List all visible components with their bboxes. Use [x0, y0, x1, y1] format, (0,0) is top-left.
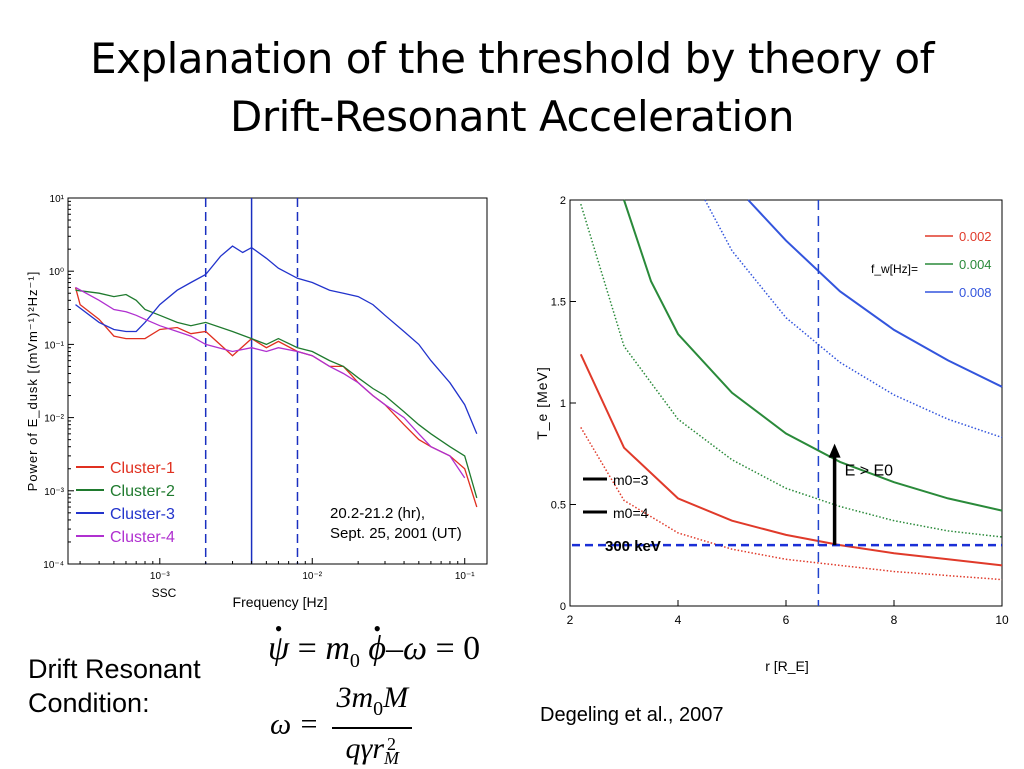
energy-y-tick-label: 1.5 — [551, 297, 566, 309]
title-line-1: Explanation of the threshold by theory o… — [0, 30, 1024, 88]
spectrum-x-tick-label: 10⁻¹ — [455, 571, 475, 582]
condition-label-line2: Condition: — [28, 686, 201, 720]
spectrum-y-tick-label: 10⁻¹ — [44, 340, 64, 351]
spectrum-x-axis-label: Frequency [Hz] — [233, 594, 328, 610]
energy-x-tick-label: 10 — [995, 613, 1009, 627]
spectrum-ssc-label: SSC — [152, 586, 177, 600]
spectrum-legend-label: Cluster-2 — [110, 483, 175, 500]
condition-label-line1: Drift Resonant — [28, 652, 201, 686]
spectrum-annotation-line2: Sept. 25, 2001 (UT) — [330, 525, 462, 542]
spectrum-y-tick-label: 10⁻³ — [44, 487, 64, 498]
spectrum-x-tick-label: 10⁻² — [302, 571, 322, 582]
energy-y-axis-label: T_e [MeV] — [535, 366, 550, 440]
drift-resonant-condition-label: Drift Resonant Condition: — [28, 652, 201, 720]
energy-legend-label: 0.002 — [959, 229, 992, 244]
energy-x-tick-label: 8 — [891, 613, 898, 627]
spectrum-legend-label: Cluster-1 — [110, 460, 175, 477]
omega-numerator: 3m0M — [332, 680, 412, 729]
m0-legend-label: m0=3 — [613, 472, 649, 488]
power-spectrum-chart: 10¹ 10⁰ 10⁻¹ 10⁻² 10⁻³ 10⁻⁴ 10⁻³ 10⁻² 10⁻¹ SSC F… — [18, 185, 500, 617]
omega-denominator: qγr 2 M — [332, 729, 412, 769]
energy-y-tick-label: 2 — [560, 195, 566, 207]
spectrum-y-tick-label: 10⁻² — [44, 414, 64, 425]
omega-fraction: 3m0M qγr 2 M — [332, 680, 412, 769]
energy-x-tick-label: 2 — [567, 613, 574, 627]
energy-x-axis-label: r [R_E] — [765, 658, 809, 674]
spectrum-x-tick-label: 10⁻³ — [150, 571, 170, 582]
slide-title: Explanation of the threshold by theory o… — [0, 30, 1024, 146]
energy-arrow-label: E > E0 — [845, 463, 894, 480]
energy-threshold-chart: 0 0.5 1 1.5 2 2 4 6 8 10 300 keV E > E0 r [R_E] T_… — [535, 185, 1015, 700]
energy-y-tick-label: 0 — [560, 601, 566, 613]
energy-legend-title: f_w[Hz]= — [871, 262, 918, 276]
energy-legend-label: 0.008 — [959, 285, 992, 300]
energy-y-tick-label: 0.5 — [551, 500, 566, 512]
energy-legend-label: 0.004 — [959, 257, 992, 272]
spectrum-y-tick-label: 10⁰ — [49, 267, 64, 278]
spectrum-annotation-line1: 20.2-21.2 (hr), — [330, 505, 425, 522]
spectrum-y-axis-label: Power of E_dusk [(mVm⁻¹)²Hz⁻¹] — [25, 271, 40, 492]
psi-dot-term: • ψ — [268, 630, 289, 668]
spectrum-legend-label: Cluster-3 — [110, 506, 175, 523]
spectrum-y-tick-label: 10⁻⁴ — [43, 560, 64, 571]
threshold-label: 300 keV — [605, 538, 661, 555]
spectrum-y-tick-label: 10¹ — [50, 194, 65, 205]
citation: Degeling et al., 2007 — [540, 704, 723, 727]
resonance-equation: • ψ = m0 • ϕ–ω = 0 — [268, 630, 480, 673]
spectrum-legend-label: Cluster-4 — [110, 529, 175, 546]
energy-x-tick-label: 4 — [675, 613, 682, 627]
phi-dot-term: • ϕ — [368, 630, 386, 668]
energy-y-tick-label: 1 — [560, 398, 566, 410]
m0-legend-label: m0=4 — [613, 505, 649, 521]
omega-equation: ω = 3m0M qγr 2 M — [270, 680, 412, 769]
energy-x-tick-label: 6 — [783, 613, 790, 627]
title-line-2: Drift-Resonant Acceleration — [0, 88, 1024, 146]
